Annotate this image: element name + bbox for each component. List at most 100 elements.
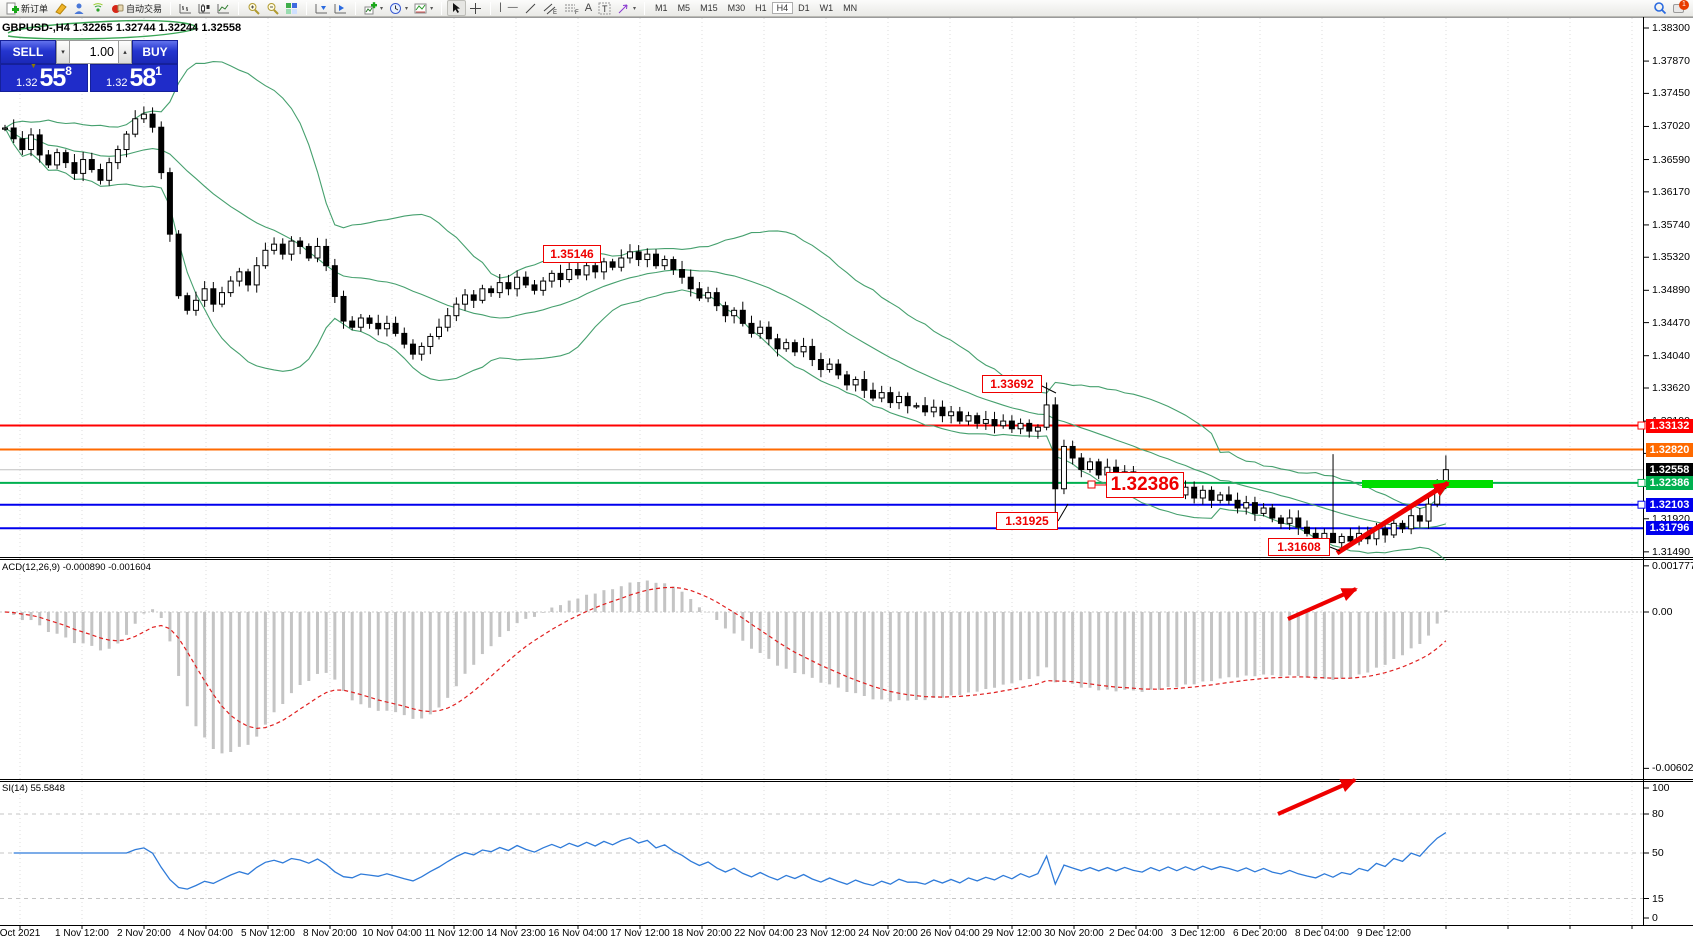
zoom-out-button[interactable] — [263, 1, 282, 16]
macd-indicator-label: ACD(12,26,9) -0.000890 -0.001604 — [2, 562, 151, 573]
macd-pane[interactable] — [0, 557, 1693, 779]
time-axis-label: 8 Nov 20:00 — [303, 928, 357, 939]
rsi-pane[interactable] — [0, 779, 1693, 925]
price-axis-label: 1.34890 — [1652, 284, 1690, 297]
text-tool[interactable]: A — [584, 1, 593, 14]
chart-shift-button[interactable] — [331, 1, 350, 16]
price-axis-label: 1.37870 — [1652, 55, 1690, 68]
rsi-indicator-label: SI(14) 55.5848 — [2, 783, 65, 794]
candlestick-chart-button[interactable] — [195, 1, 214, 16]
price-level-badge: 1.32558 — [1646, 462, 1693, 477]
timeframe-m5[interactable]: M5 — [677, 3, 691, 13]
price-annotation[interactable]: 1.31925 — [996, 512, 1058, 530]
price-level-badge: 1.32820 — [1646, 442, 1693, 457]
time-axis-label: 11 Nov 12:00 — [424, 928, 484, 939]
price-level-badge: 1.31796 — [1646, 521, 1693, 536]
time-axis-label: 2 Dec 04:00 — [1109, 928, 1163, 939]
search-button[interactable] — [1650, 0, 1670, 16]
new-order-button[interactable]: 新订单 — [3, 1, 51, 16]
signal-button[interactable] — [89, 1, 108, 16]
timeframe-mn[interactable]: MN — [843, 3, 858, 13]
trend-arrow-main — [1335, 480, 1450, 556]
new-order-icon — [6, 2, 19, 15]
volume-input[interactable] — [70, 40, 118, 64]
price-level-badge: 1.32103 — [1646, 497, 1693, 512]
vertical-line-tool[interactable]: | — [499, 2, 502, 13]
one-click-trade-panel: SELL ▾ ▴ BUY 1.32 55 8 1.32 58 1 — [0, 40, 178, 92]
buy-price-prefix: 1.32 — [106, 77, 128, 89]
time-axis-label: 1 Nov 12:00 — [55, 928, 109, 939]
price-level-badge: 1.33132 — [1646, 418, 1693, 433]
timeframe-h4[interactable]: H4 — [771, 2, 794, 14]
fibonacci-tool[interactable]: F — [561, 1, 582, 16]
timeframe-h1[interactable]: H1 — [755, 3, 767, 13]
time-axis-label: 9 Dec 12:00 — [1357, 928, 1411, 939]
price-axis-label: 1.35740 — [1652, 218, 1690, 231]
auto-trading-button[interactable]: 自动交易 — [108, 1, 165, 16]
timeframe-m1[interactable]: M1 — [655, 3, 668, 13]
symbol-scribble — [7, 19, 197, 40]
buy-price-main: 58 — [129, 64, 156, 92]
price-axis-label: 1.38300 — [1652, 22, 1690, 34]
sell-price-display[interactable]: 1.32 55 8 — [0, 64, 88, 92]
tile-windows-button[interactable] — [282, 1, 301, 16]
sell-button[interactable]: SELL — [0, 40, 56, 64]
zoom-in-button[interactable] — [244, 1, 263, 16]
one-click-expand-caret[interactable]: ▼ — [30, 63, 37, 70]
notifications-button[interactable]: 1 — [1670, 0, 1690, 16]
macd-axis-label: 0.00 — [1652, 606, 1673, 618]
buy-button[interactable]: BUY — [132, 40, 178, 64]
bar-chart-button[interactable] — [176, 1, 195, 16]
trendline-tool[interactable] — [521, 1, 540, 16]
timeframe-m15[interactable]: M15 — [700, 3, 718, 13]
price-annotation[interactable]: 1.31608 — [1268, 538, 1330, 556]
equidistant-channel-tool[interactable]: E — [540, 1, 561, 16]
price-annotation[interactable]: 1.33692 — [982, 375, 1042, 393]
crosshair-tool-button[interactable] — [466, 1, 485, 16]
time-axis[interactable] — [0, 925, 1693, 942]
volume-increase-button[interactable]: ▴ — [118, 40, 132, 64]
price-axis-label: 1.34470 — [1652, 316, 1690, 329]
price-annotation[interactable]: 1.32386 — [1106, 472, 1184, 498]
toolbar: 新订单 自动交易 ▾ ▾ — [0, 0, 1693, 17]
macd-axis-label: 0.001777 — [1652, 559, 1693, 572]
time-axis-label: 6 Dec 20:00 — [1233, 928, 1287, 939]
main-chart-pane[interactable] — [0, 17, 1693, 557]
arrows-tool[interactable]: ▾ — [614, 1, 639, 16]
chart-autoscroll-button[interactable] — [312, 1, 331, 16]
price-axis[interactable] — [1643, 17, 1693, 925]
svg-text:F: F — [575, 10, 579, 15]
time-axis-label: 8 Dec 04:00 — [1295, 928, 1349, 939]
time-axis-label: 17 Nov 12:00 — [610, 928, 670, 939]
rsi-axis-label: 50 — [1652, 847, 1664, 859]
volume-decrease-button[interactable]: ▾ — [56, 40, 70, 64]
timeframe-m30[interactable]: M30 — [727, 3, 746, 13]
price-axis-label: 1.34040 — [1652, 349, 1690, 362]
timeframe-w1[interactable]: W1 — [819, 3, 834, 13]
sell-price-pip: 8 — [65, 64, 72, 78]
price-axis-label: 1.37450 — [1652, 87, 1690, 100]
chat-bubble-icon: 1 — [1673, 0, 1689, 15]
highlighter-button[interactable] — [51, 1, 70, 16]
price-annotation[interactable]: 1.35146 — [543, 245, 601, 263]
periods-button[interactable]: ▾ — [386, 1, 411, 16]
indicators-button[interactable]: ▾ — [361, 1, 386, 16]
time-axis-label: 18 Nov 20:00 — [672, 928, 732, 939]
rsi-axis-label: 15 — [1652, 892, 1664, 905]
templates-button[interactable]: ▾ — [411, 1, 436, 16]
horizontal-line-tool[interactable]: — — [507, 2, 518, 13]
text-label-tool[interactable]: T — [595, 1, 614, 16]
buy-price-display[interactable]: 1.32 58 1 — [90, 64, 178, 92]
time-axis-label: 30 Nov 20:00 — [1044, 928, 1104, 939]
time-axis-label: 24 Nov 20:00 — [858, 928, 918, 939]
rsi-axis-label: 80 — [1652, 808, 1664, 820]
time-axis-label: 29 Nov 12:00 — [982, 928, 1042, 939]
cursor-tool-button[interactable] — [447, 0, 467, 16]
price-axis-label: 1.35320 — [1652, 251, 1690, 264]
profile-button[interactable] — [70, 1, 89, 16]
line-chart-button[interactable] — [214, 1, 233, 16]
timeframe-d1[interactable]: D1 — [798, 3, 810, 13]
time-axis-label: 16 Nov 04:00 — [548, 928, 608, 939]
time-axis-label: 4 Nov 04:00 — [179, 928, 233, 939]
